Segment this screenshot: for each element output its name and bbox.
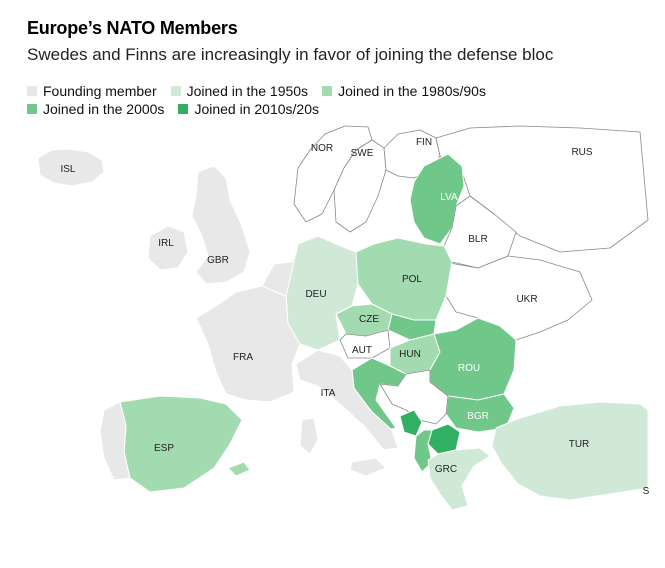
legend-item-1950s: Joined in the 1950s (170, 83, 309, 99)
legend-label: Joined in 2010s/20s (194, 101, 319, 117)
country-baltics (409, 153, 465, 245)
country-esp (119, 395, 243, 493)
country-mne (399, 409, 423, 437)
legend-swatch (27, 104, 37, 114)
label-pol: POL (402, 274, 422, 285)
label-ita: ITA (321, 388, 336, 399)
page-subtitle: Swedes and Finns are increasingly in fav… (27, 45, 554, 64)
legend-item-2010s-20s: Joined in 2010s/20s (178, 101, 319, 117)
country-ita-sardinia (299, 417, 319, 455)
country-ita (295, 349, 399, 451)
country-prt (99, 401, 131, 481)
label-gbr: GBR (207, 255, 229, 266)
country-irl (147, 225, 189, 271)
map-legend: Founding member Joined in the 1950s Join… (27, 82, 547, 118)
label-rus: RUS (571, 147, 592, 158)
country-grc (427, 447, 491, 511)
country-srb (379, 369, 449, 425)
country-tur (491, 401, 649, 501)
country-esp-balearic (227, 461, 251, 477)
label-bgr: BGR (467, 411, 489, 422)
country-gbr (191, 165, 251, 285)
legend-item-1980s-90s: Joined in the 1980s/90s (322, 83, 486, 99)
legend-swatch (170, 86, 181, 96)
label-grc: GRC (435, 464, 457, 475)
label-swe: SWE (351, 148, 374, 159)
legend-label: Founding member (43, 83, 157, 99)
legend-item-founding: Founding member (27, 83, 157, 99)
country-benelux (261, 243, 299, 297)
legend-item-2000s: Joined in the 2000s (27, 101, 164, 117)
label-fra: FRA (233, 352, 253, 363)
legend-swatch (322, 86, 333, 96)
country-alb (413, 429, 433, 473)
country-rou (429, 317, 517, 401)
label-isl: ISL (60, 164, 75, 175)
label-deu: DEU (305, 289, 326, 300)
label-hun: HUN (399, 349, 421, 360)
label-fin: FIN (416, 137, 432, 148)
country-swe (333, 139, 387, 233)
legend-swatch (27, 86, 37, 96)
page-title: Europe’s NATO Members (27, 18, 238, 38)
label-esp: ESP (154, 443, 174, 454)
label-aut: AUT (352, 345, 372, 356)
europe-map: ISL NOR SWE FIN RUS IRL GBR LVA BLR DEU … (37, 125, 650, 511)
label-cze: CZE (359, 314, 379, 325)
label-blr: BLR (468, 234, 487, 245)
country-aut (339, 329, 391, 359)
label-nor: NOR (311, 143, 333, 154)
label-tur: TUR (569, 439, 590, 450)
country-mkd (427, 423, 461, 455)
label-rou: ROU (458, 363, 480, 374)
label-edge-s: S (643, 486, 650, 497)
legend-swatch (178, 104, 189, 114)
country-fra (195, 285, 301, 403)
label-irl: IRL (158, 238, 174, 249)
label-ukr: UKR (516, 294, 537, 305)
country-ita-sicily (349, 457, 387, 477)
country-isl (37, 148, 105, 187)
label-lva: LVA (440, 192, 458, 203)
legend-label: Joined in the 1980s/90s (338, 83, 486, 99)
legend-label: Joined in the 1950s (186, 83, 309, 99)
legend-label: Joined in the 2000s (43, 101, 165, 117)
